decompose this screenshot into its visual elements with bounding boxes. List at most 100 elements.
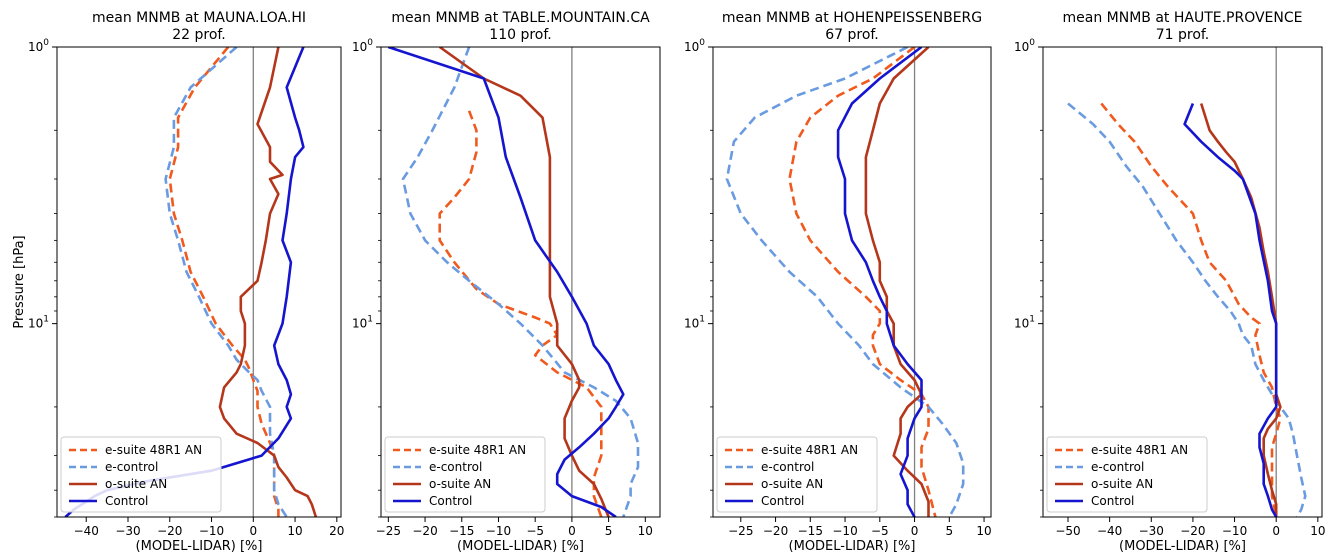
legend-box — [384, 436, 546, 513]
legend-label-e-suite-48r1-an: e-suite 48R1 AN — [1091, 443, 1188, 457]
legend-label-e-suite-48r1-an: e-suite 48R1 AN — [105, 443, 202, 457]
x-axis-label: (MODEL-LIDAR) [%] — [789, 539, 916, 554]
series-line-control — [387, 47, 625, 517]
legend: e-suite 48R1 AN e-control o-suite AN Contro… — [716, 436, 878, 513]
x-tick-label: −20 — [412, 524, 437, 538]
x-tick-label: −30 — [1139, 524, 1164, 538]
plot-frame — [712, 46, 992, 518]
x-tick-label: −40 — [74, 524, 99, 538]
chart-subtitle: 67 prof. — [825, 27, 879, 43]
y-tick-label: 101 — [28, 315, 49, 331]
chart-title: mean MNMB at HAUTE.PROVENCE — [1062, 10, 1302, 26]
legend-label-e-suite-48r1-an: e-suite 48R1 AN — [761, 443, 858, 457]
x-tick-label: 10 — [976, 524, 991, 538]
series-line-o-suite-an — [218, 47, 318, 517]
series-group — [1067, 102, 1307, 517]
legend-box — [1046, 436, 1208, 513]
legend-label-o-suite-an: o-suite AN — [429, 477, 491, 491]
series-line-control — [836, 47, 923, 517]
series-line-e-suite-48r1-an — [438, 110, 603, 517]
legend: e-suite 48R1 AN e-control o-suite AN Contro… — [384, 436, 546, 513]
series-group — [725, 47, 965, 517]
y-tick-label: 100 — [28, 38, 49, 54]
y-tick-label: 100 — [684, 38, 705, 54]
x-tick-label: 0 — [249, 524, 257, 538]
x-tick-label: −10 — [1222, 524, 1247, 538]
x-tick-label: −20 — [763, 524, 788, 538]
x-tick-label: −50 — [1055, 524, 1080, 538]
x-tick-label: 5 — [945, 524, 953, 538]
y-tick-label: 100 — [1014, 38, 1035, 54]
x-tick-label: 0 — [911, 524, 919, 538]
x-tick-label: −20 — [157, 524, 182, 538]
chart-subtitle: 71 prof. — [1156, 27, 1210, 43]
legend-label-e-suite-48r1-an: e-suite 48R1 AN — [429, 443, 526, 457]
plot-frame — [1042, 46, 1323, 518]
series-line-e-control — [1067, 102, 1307, 517]
legend-label-e-control: e-control — [429, 460, 482, 474]
chart-subtitle: 110 prof. — [489, 27, 551, 43]
legend-label-control: Control — [1091, 494, 1134, 508]
x-tick-label: −30 — [115, 524, 140, 538]
x-tick-label: 0 — [1272, 524, 1280, 538]
series-line-o-suite-an — [864, 47, 930, 517]
legend-label-e-control: e-control — [1091, 460, 1144, 474]
legend-label-o-suite-an: o-suite AN — [1091, 477, 1153, 491]
series-line-e-suite-48r1-an — [788, 47, 937, 517]
series-line-o-suite-an — [1199, 103, 1282, 517]
series-line-e-control — [401, 47, 640, 517]
legend-label-o-suite-an: o-suite AN — [105, 477, 167, 491]
legend-label-control: Control — [105, 494, 148, 508]
x-tick-label: 20 — [329, 524, 344, 538]
series-group — [387, 47, 640, 517]
chart-title: mean MNMB at MAUNA.LOA.HI — [92, 10, 306, 26]
chart-title: mean MNMB at HOHENPEISSENBERG — [722, 10, 982, 26]
x-axis-label: (MODEL-LIDAR) [%] — [457, 539, 584, 554]
x-tick-label: −20 — [1180, 524, 1205, 538]
chart-subtitle: 22 prof. — [172, 27, 226, 43]
x-tick-label: −10 — [199, 524, 224, 538]
x-tick-label: −5 — [526, 524, 544, 538]
y-tick-label: 101 — [352, 315, 373, 331]
plot-frame — [380, 46, 661, 518]
legend: e-suite 48R1 AN e-control o-suite AN Contro… — [1046, 436, 1208, 513]
series-line-o-suite-an — [438, 47, 610, 517]
y-tick-label: 100 — [352, 38, 373, 54]
x-tick-label: −25 — [728, 524, 753, 538]
x-tick-label: 10 — [1310, 524, 1325, 538]
x-tick-label: −5 — [871, 524, 889, 538]
series-line-e-control — [725, 47, 965, 517]
plot-frame — [56, 46, 342, 518]
legend-label-e-control: e-control — [761, 460, 814, 474]
legend: e-suite 48R1 AN e-control o-suite AN Contro… — [60, 436, 222, 513]
x-tick-label: 10 — [638, 524, 653, 538]
x-tick-label: −15 — [798, 524, 823, 538]
legend-box — [716, 436, 878, 513]
x-axis-label: (MODEL-LIDAR) [%] — [1119, 539, 1246, 554]
x-tick-label: −25 — [376, 524, 401, 538]
legend-label-control: Control — [761, 494, 804, 508]
x-tick-label: 5 — [605, 524, 613, 538]
series-line-e-suite-48r1-an — [1100, 102, 1282, 517]
x-tick-label: −15 — [449, 524, 474, 538]
x-tick-label: −40 — [1097, 524, 1122, 538]
x-tick-label: 0 — [568, 524, 576, 538]
legend-label-o-suite-an: o-suite AN — [761, 477, 823, 491]
x-tick-label: −10 — [486, 524, 511, 538]
legend-label-e-control: e-control — [105, 460, 158, 474]
x-tick-label: 10 — [287, 524, 302, 538]
chart-title: mean MNMB at TABLE.MOUNTAIN.CA — [391, 10, 650, 26]
y-axis-label: Pressure [hPa] — [12, 235, 27, 328]
x-axis-label: (MODEL-LIDAR) [%] — [136, 539, 263, 554]
y-tick-label: 101 — [1014, 315, 1035, 331]
legend-label-control: Control — [429, 494, 472, 508]
series-line-e-control — [164, 47, 288, 517]
legend-box — [60, 436, 222, 513]
x-tick-label: −10 — [832, 524, 857, 538]
series-line-control — [1183, 103, 1278, 517]
